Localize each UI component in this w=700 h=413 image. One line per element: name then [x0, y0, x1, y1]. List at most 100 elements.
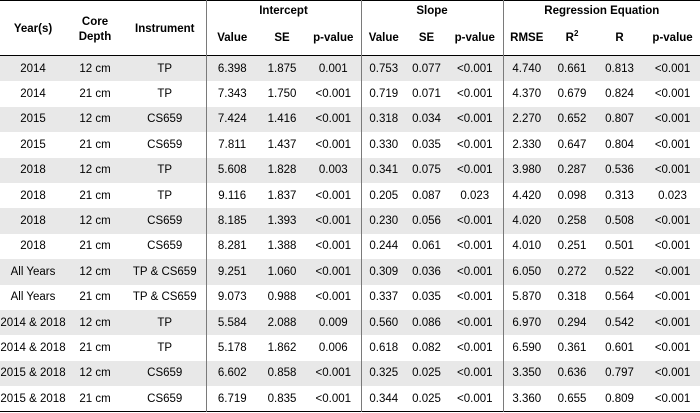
cell-intercept-pvalue: <0.001: [306, 259, 362, 285]
cell-intercept-pvalue: 0.003: [306, 157, 362, 183]
cell-instrument: TP: [157, 341, 173, 354]
cell-regression-pvalue: <0.001: [645, 259, 700, 285]
cell-intercept-pvalue: <0.001: [315, 392, 352, 405]
cell-instrument: TP: [124, 157, 206, 183]
cell-years: 2015 & 2018: [0, 392, 66, 405]
cell-slope-se: 0.036: [406, 259, 448, 285]
cell-instrument: TP & CS659: [124, 259, 206, 285]
cell-r-squared: 0.636: [550, 360, 595, 387]
cell-slope-value: 0.753: [360, 55, 407, 82]
cell-intercept-se: 1.416: [258, 106, 306, 133]
cell-intercept-pvalue: <0.001: [315, 240, 352, 253]
cell-years: All Years: [10, 291, 56, 304]
cell-slope-value: 0.344: [360, 386, 407, 412]
cell-years: 2014 & 2018: [0, 341, 66, 354]
cell-intercept-se: 1.828: [258, 157, 306, 183]
cell-intercept-value: 7.424: [205, 106, 258, 133]
cell-slope-value: 0.560: [360, 309, 407, 336]
cell-intercept-pvalue: <0.001: [306, 208, 362, 234]
cell-intercept-pvalue: <0.001: [315, 291, 352, 304]
cell-rmse: 4.010: [502, 233, 551, 260]
cell-slope-pvalue: <0.001: [457, 291, 493, 304]
cell-r: 0.807: [594, 106, 646, 133]
table-row: 2018 21 cm CS659 8.281 1.388 <0.001 0.244 0.061…: [0, 233, 700, 260]
header-slope-se: SE: [418, 32, 435, 44]
cell-instrument: TP: [124, 309, 206, 336]
header-group-slope: Slope: [360, 0, 504, 21]
cell-instrument: TP: [124, 55, 206, 82]
cell-intercept-se: 0.988: [267, 291, 297, 304]
cell-slope-pvalue: <0.001: [457, 88, 493, 101]
cell-regression-pvalue: <0.001: [654, 240, 691, 253]
cell-r: 0.313: [605, 189, 634, 202]
cell-intercept-value: 8.281: [205, 233, 258, 260]
cell-r-squared: 0.287: [550, 157, 595, 183]
cell-core-depth: 12 cm: [66, 259, 124, 285]
cell-slope-se: 0.025: [406, 360, 448, 387]
cell-slope-value: 0.341: [360, 157, 407, 183]
header-years-label: Year(s): [13, 23, 53, 35]
cell-core-depth: 12 cm: [66, 360, 124, 387]
table-body: 2014 12 cm TP 6.398 1.875 0.001 0.753 0.077 <0.0…: [0, 55, 700, 412]
cell-rmse: 6.970: [502, 309, 551, 336]
cell-core-depth: 12 cm: [66, 208, 124, 234]
cell-rmse: 6.050: [502, 259, 551, 285]
cell-intercept-value: 9.251: [205, 259, 258, 285]
header-intercept-value: Value: [205, 21, 258, 56]
cell-intercept-value: 6.602: [205, 360, 258, 387]
header-core-depth-line1: Core: [81, 15, 109, 28]
header-regression-pvalue: p-value: [652, 32, 693, 44]
cell-core-depth: 21 cm: [79, 291, 111, 304]
cell-slope-pvalue: <0.001: [447, 309, 504, 336]
cell-slope-value: 0.618: [360, 335, 407, 361]
cell-intercept-se: 1.875: [258, 55, 306, 82]
cell-r: 0.536: [594, 157, 646, 183]
cell-slope-pvalue: <0.001: [447, 360, 504, 387]
cell-r-squared: 0.361: [557, 341, 587, 354]
cell-intercept-pvalue: 0.001: [306, 55, 362, 82]
cell-intercept-pvalue: <0.001: [315, 138, 352, 151]
cell-intercept-se: 1.437: [267, 138, 297, 151]
cell-intercept-se: 1.837: [267, 189, 297, 202]
header-core-depth-line2: Depth: [78, 30, 112, 43]
cell-slope-se: 0.075: [406, 157, 448, 183]
cell-years: 2014: [20, 88, 46, 101]
header-r-squared-sup: 2: [573, 29, 579, 39]
cell-years: 2014: [0, 55, 66, 82]
cell-r: 0.522: [594, 259, 646, 285]
cell-r: 0.601: [605, 341, 634, 354]
cell-instrument: CS659: [147, 138, 183, 151]
cell-slope-pvalue: <0.001: [447, 55, 504, 82]
header-years: Year(s): [0, 1, 66, 56]
header-r: R: [615, 32, 624, 44]
cell-slope-value: 0.318: [360, 106, 407, 133]
cell-slope-pvalue: <0.001: [447, 208, 504, 234]
cell-rmse: 4.740: [502, 55, 551, 82]
table-row: 2014 & 2018 21 cm TP 5.178 1.862 0.006 0.618 0.…: [0, 335, 700, 361]
cell-intercept-pvalue: <0.001: [315, 88, 352, 101]
cell-rmse: 3.350: [502, 360, 551, 387]
header-instrument: Instrument: [124, 1, 206, 56]
cell-regression-pvalue: <0.001: [654, 88, 691, 101]
cell-slope-se: 0.025: [412, 392, 441, 405]
cell-core-depth: 12 cm: [66, 106, 124, 133]
cell-instrument: CS659: [124, 208, 206, 234]
table-row: 2015 21 cm CS659 7.811 1.437 <0.001 0.330 0.035…: [0, 132, 700, 158]
table-row: All Years 21 cm TP & CS659 9.073 0.988 <0.001…: [0, 284, 700, 310]
cell-r-squared: 0.098: [557, 189, 587, 202]
cell-regression-pvalue: <0.001: [645, 55, 700, 82]
cell-intercept-se: 2.088: [258, 309, 306, 336]
cell-slope-value: 0.337: [360, 284, 407, 310]
header-rmse: RMSE: [502, 21, 551, 56]
cell-r: 0.824: [605, 88, 634, 101]
cell-core-depth: 21 cm: [79, 341, 111, 354]
cell-slope-pvalue: <0.001: [447, 157, 504, 183]
cell-r: 0.809: [605, 392, 634, 405]
cell-slope-value: 0.309: [360, 259, 407, 285]
cell-core-depth: 21 cm: [79, 392, 111, 405]
cell-r: 0.501: [605, 240, 634, 253]
cell-slope-value: 0.719: [360, 81, 407, 107]
cell-intercept-value: 6.398: [205, 55, 258, 82]
cell-instrument: CS659: [147, 392, 183, 405]
